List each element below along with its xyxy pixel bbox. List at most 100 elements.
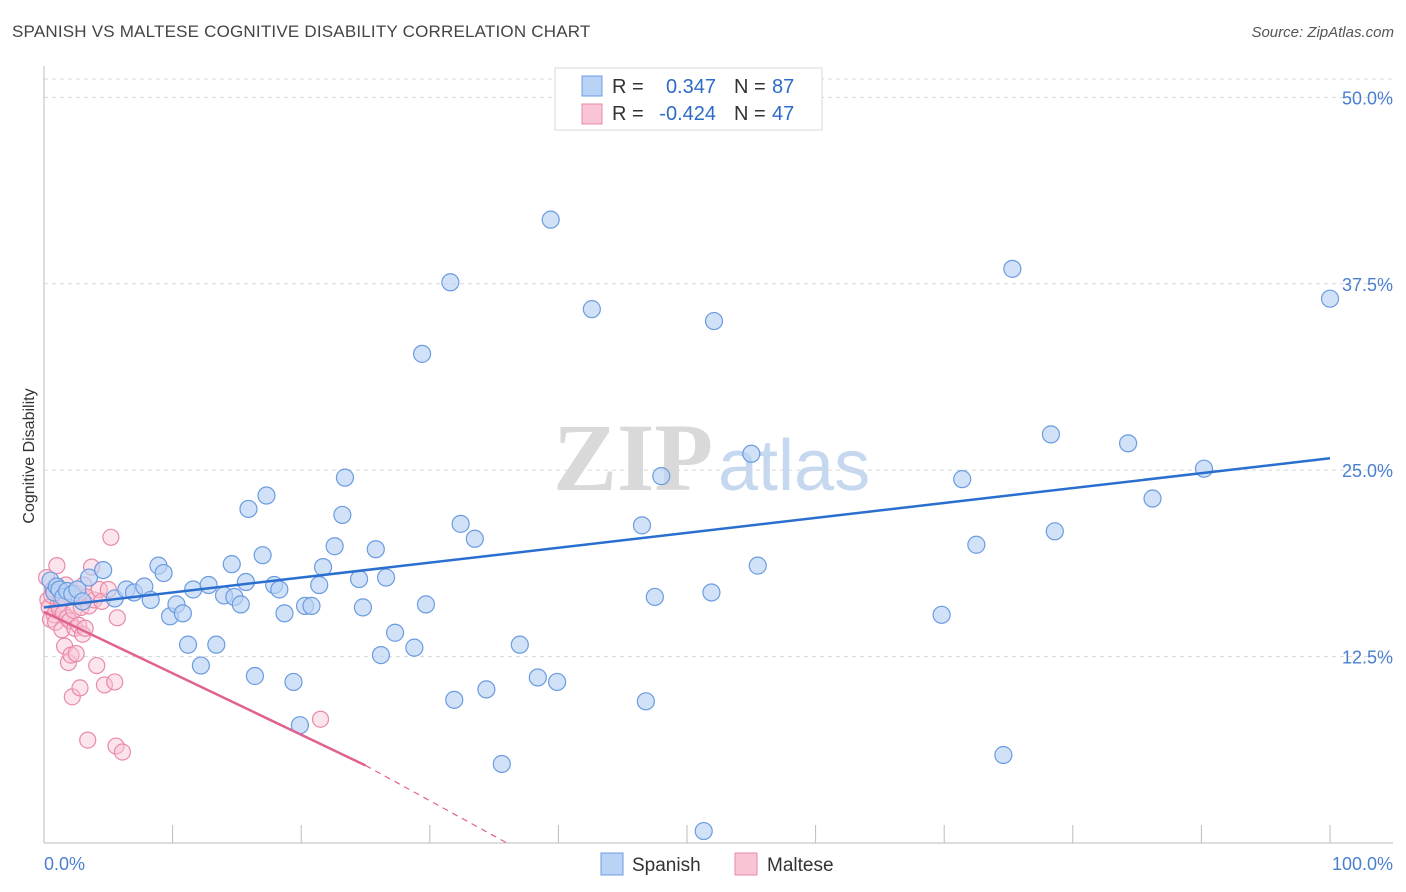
spanish-point <box>302 596 321 615</box>
spanish-point <box>313 558 333 577</box>
maltese-point <box>71 679 89 697</box>
spanish-point <box>1118 434 1138 453</box>
y-tick-label: 25.0% <box>1342 461 1393 481</box>
spanish-trendline <box>43 457 1331 609</box>
y-tick-label: 50.0% <box>1342 88 1393 108</box>
spanish-point <box>239 499 258 519</box>
legend-r-label-1: R = <box>612 76 644 98</box>
maltese-point <box>67 645 85 663</box>
legend-n-label-2: N = <box>734 103 766 125</box>
spanish-point <box>366 540 385 559</box>
maltese-point <box>113 743 132 761</box>
spanish-point <box>694 821 713 841</box>
spanish-point <box>748 556 767 575</box>
spanish-point <box>1003 259 1022 278</box>
grid-lines <box>44 78 1393 658</box>
spanish-point <box>451 514 470 533</box>
spanish-point <box>284 672 303 692</box>
spanish-point <box>349 569 369 589</box>
spanish-point <box>154 563 173 583</box>
spanish-point <box>541 210 560 229</box>
maltese-point <box>107 737 125 755</box>
spanish-point <box>636 692 655 711</box>
bottom-legend-swatch-spanish <box>600 852 624 876</box>
spanish-point <box>79 568 99 587</box>
bottom-legend-spanish: Spanish <box>632 855 701 876</box>
maltese-point <box>102 528 120 546</box>
watermark-zip: ZIP <box>553 404 713 511</box>
maltese-trendline <box>43 610 367 767</box>
chart-source: Source: ZipAtlas.com <box>1251 24 1394 41</box>
maltese-point <box>79 731 97 749</box>
x-tick-label: 100.0% <box>1332 854 1393 874</box>
spanish-point <box>199 575 218 595</box>
maltese-point <box>108 609 126 627</box>
spanish-point <box>528 668 547 687</box>
spanish-point <box>275 604 294 623</box>
spanish-point <box>335 468 355 487</box>
spanish-point <box>548 672 567 692</box>
bottom-legend-swatch-maltese <box>734 852 758 876</box>
spanish-point <box>222 555 241 574</box>
spanish-point <box>94 560 113 580</box>
spanish-point <box>465 529 484 548</box>
legend-n-label-1: N = <box>734 76 766 98</box>
legend-r-value-2: -0.424 <box>659 103 716 125</box>
stats-legend: R = 0.347 N = 87 R = -0.424 N = 47 <box>554 67 823 131</box>
spanish-point <box>325 537 344 556</box>
spanish-point <box>652 467 671 486</box>
spanish-point <box>178 635 198 654</box>
spanish-point <box>704 311 724 331</box>
trend-lines <box>43 457 1331 844</box>
spanish-point <box>953 470 972 489</box>
spanish-point <box>376 568 396 587</box>
legend-n-value-2: 47 <box>772 103 794 125</box>
spanish-point <box>412 344 432 363</box>
y-tick-label: 12.5% <box>1342 648 1393 668</box>
watermark-atlas: atlas <box>718 426 870 506</box>
maltese-point <box>48 557 66 575</box>
x-tick-label: 0.0% <box>44 854 85 874</box>
spanish-point <box>405 638 424 657</box>
tick-labels: 12.5% 25.0% 37.5% 50.0% 0.0% 100.0% <box>44 88 1393 874</box>
spanish-point <box>371 646 391 665</box>
spanish-point <box>245 666 265 686</box>
spanish-point <box>445 690 464 709</box>
spanish-point <box>207 635 226 654</box>
spanish-point <box>1045 522 1064 541</box>
spanish-point <box>441 273 460 292</box>
spanish-point <box>492 754 511 774</box>
spanish-point <box>173 604 192 623</box>
spanish-point <box>994 745 1013 765</box>
maltese-point <box>106 673 124 691</box>
spanish-point <box>231 595 250 614</box>
y-tick-label: 37.5% <box>1342 275 1393 295</box>
spanish-point <box>510 635 529 654</box>
spanish-points <box>41 210 1340 841</box>
spanish-point <box>477 680 496 699</box>
spanish-point <box>333 505 352 525</box>
spanish-point <box>1143 489 1162 508</box>
spanish-point <box>253 546 272 565</box>
spanish-point <box>416 595 436 614</box>
spanish-point <box>353 598 373 617</box>
spanish-point <box>1320 289 1340 308</box>
spanish-point <box>310 575 329 595</box>
bottom-legend: Spanish Maltese <box>600 852 834 876</box>
spanish-point <box>270 580 289 599</box>
maltese-point <box>88 656 106 675</box>
chart-title: SPANISH VS MALTESE COGNITIVE DISABILITY … <box>12 22 591 41</box>
axes <box>43 66 1393 844</box>
spanish-point <box>582 300 601 319</box>
legend-swatch-maltese <box>581 103 603 125</box>
spanish-point <box>702 583 721 602</box>
spanish-point <box>645 587 664 607</box>
maltese-point <box>311 710 330 728</box>
spanish-point <box>742 444 761 463</box>
spanish-point <box>967 535 986 554</box>
maltese-point <box>95 676 114 694</box>
spanish-point <box>385 623 405 642</box>
y-axis-label: Cognitive Disability <box>21 388 38 523</box>
spanish-point <box>632 516 652 535</box>
